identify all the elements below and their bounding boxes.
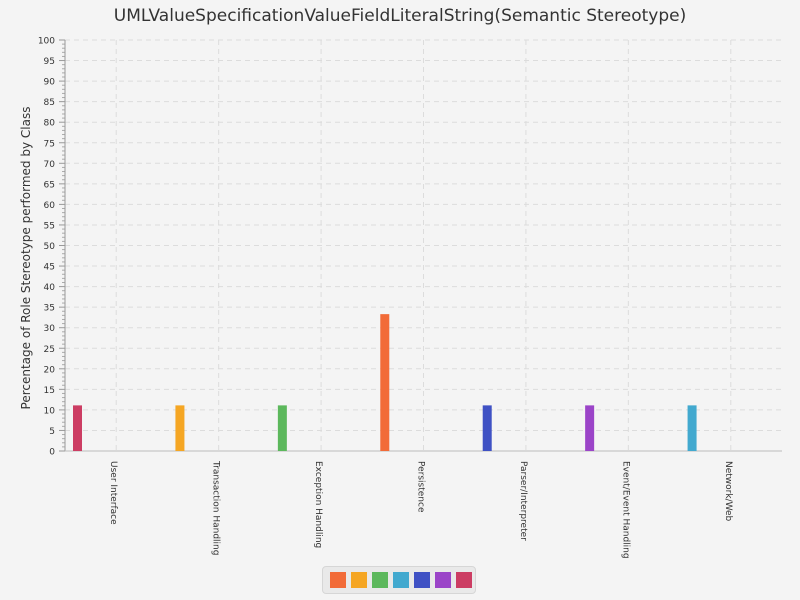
- chart-title: UMLValueSpecificationValueFieldLiteralSt…: [113, 6, 687, 26]
- bar-1-series-1: [175, 405, 185, 451]
- bar-layer: [73, 314, 697, 451]
- legend-swatch-0: [330, 572, 346, 588]
- legend-swatch-2: [372, 572, 388, 588]
- y-tick-label: 30: [44, 324, 56, 334]
- bar-3-series-0: [380, 314, 390, 451]
- y-tick-label: 60: [44, 201, 56, 211]
- bar-6-series-3: [687, 405, 697, 451]
- legend-swatch-6: [456, 572, 472, 588]
- bar-0-series-6: [73, 405, 82, 451]
- y-tick-label: 20: [44, 365, 56, 375]
- y-tick-label: 70: [44, 160, 56, 170]
- bar-4-series-4: [482, 405, 492, 451]
- bar-5-series-5: [585, 405, 595, 451]
- label-layer: 0 5 10 15 20 25 30 35 40 45 50 55 60 65 70 75 80 85 90 95 10…: [38, 37, 733, 559]
- legend: [322, 566, 476, 594]
- axis-layer: [59, 39, 782, 452]
- x-tick-label: User Interface: [108, 461, 118, 525]
- y-tick-label: 5: [49, 427, 55, 437]
- y-tick-label: 45: [44, 263, 55, 273]
- y-tick-label: 10: [44, 406, 56, 416]
- y-tick-label: 15: [44, 386, 55, 396]
- x-tick-label: Network/Web: [723, 461, 733, 522]
- x-tick-label: Exception Handling: [313, 461, 323, 548]
- x-tick-label: Event/Event Handling: [620, 461, 630, 559]
- legend-swatch-1: [351, 572, 367, 588]
- x-tick-label: Transaction Handling: [211, 460, 221, 555]
- x-tick-label: Parser/Interpreter: [518, 461, 528, 541]
- legend-swatch-3: [393, 572, 409, 588]
- x-tick-label: Persistence: [416, 461, 426, 513]
- y-tick-label: 95: [44, 57, 55, 67]
- y-tick-label: 55: [44, 221, 55, 231]
- y-tick-label: 35: [44, 304, 55, 314]
- y-tick-label: 100: [38, 37, 55, 47]
- y-tick-label: 75: [44, 139, 55, 149]
- y-tick-label: 40: [44, 283, 56, 293]
- grid-layer: [65, 39, 782, 451]
- y-tick-label: 25: [44, 345, 55, 355]
- y-tick-label: 65: [44, 180, 55, 190]
- legend-swatch-4: [414, 572, 430, 588]
- y-tick-label: 50: [44, 242, 56, 252]
- y-tick-label: 90: [44, 78, 56, 88]
- y-tick-label: 85: [44, 98, 55, 108]
- bar-2-series-2: [277, 405, 287, 451]
- legend-swatch-5: [435, 572, 451, 588]
- y-axis-label: Percentage of Role Stereotype performed …: [19, 107, 33, 410]
- y-tick-label: 80: [44, 119, 56, 129]
- y-tick-label: 0: [49, 448, 55, 458]
